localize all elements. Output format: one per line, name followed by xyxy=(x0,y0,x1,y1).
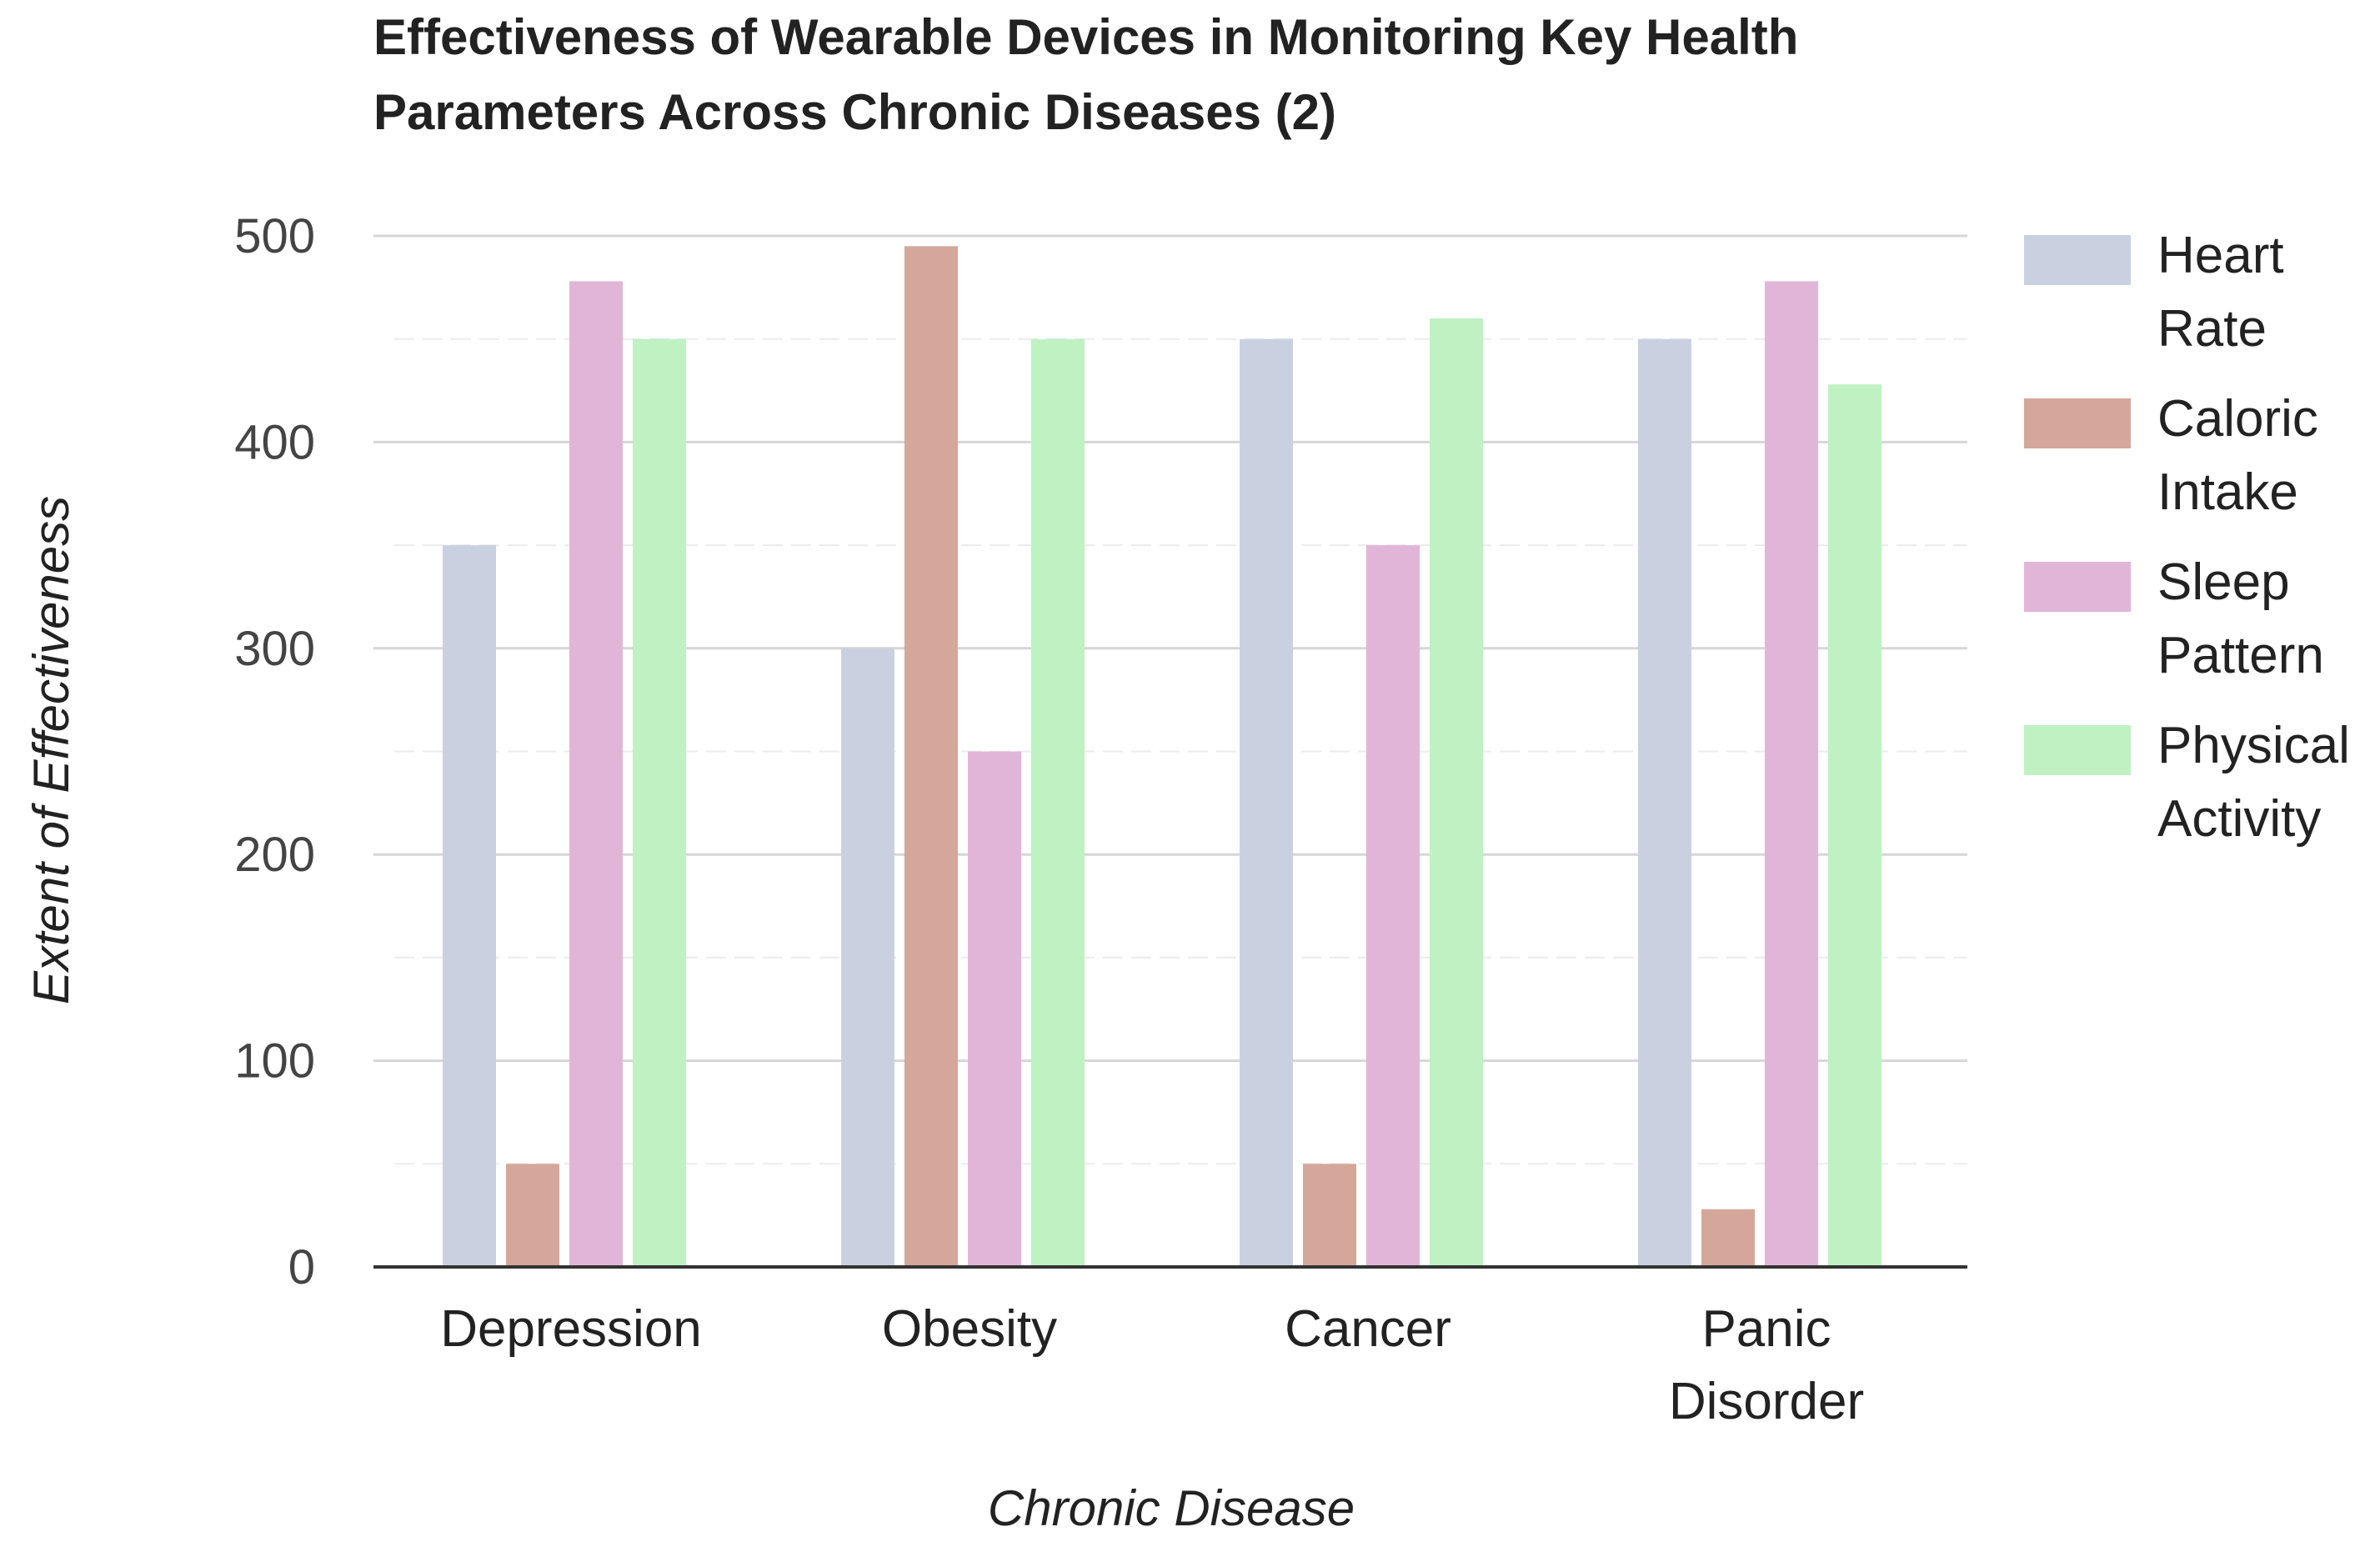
legend-swatch-caloric-intake xyxy=(2024,398,2131,448)
bar-heart-rate-cancer xyxy=(1240,338,1293,1268)
bar-physical-activity-panic-disorder xyxy=(1828,384,1881,1268)
bar-physical-activity-obesity xyxy=(1031,338,1085,1268)
y-tick-label: 300 xyxy=(234,622,315,676)
legend-label-physical-activity: Activity xyxy=(2157,790,2321,848)
legend-label-sleep-pattern: Pattern xyxy=(2157,627,2324,684)
legend-swatch-sleep-pattern xyxy=(2024,562,2131,612)
x-category-label: Panic xyxy=(1701,1300,1831,1358)
y-tick-label: 500 xyxy=(234,209,315,263)
bar-caloric-intake-cancer xyxy=(1303,1164,1356,1267)
y-axis-ticks: 0 100 200 300 400 500 xyxy=(234,209,315,1294)
bar-heart-rate-depression xyxy=(443,545,496,1267)
x-category-label: Obesity xyxy=(882,1300,1057,1358)
bar-sleep-pattern-panic-disorder xyxy=(1765,281,1818,1268)
legend-label-physical-activity: Physical xyxy=(2157,717,2350,774)
y-tick-label: 100 xyxy=(234,1034,315,1089)
bar-heart-rate-obesity xyxy=(841,648,894,1267)
chart-title: Effectiveness of Wearable Devices in Mon… xyxy=(373,9,1798,140)
legend: Heart Rate Caloric Intake Sleep Pattern Physic… xyxy=(2024,227,2350,848)
legend-label-sleep-pattern: Sleep xyxy=(2157,553,2290,611)
bar-sleep-pattern-depression xyxy=(569,281,623,1268)
y-axis-title: Extent of Effectiveness xyxy=(23,496,79,1004)
bars xyxy=(443,246,1881,1268)
bar-caloric-intake-panic-disorder xyxy=(1701,1209,1755,1267)
y-tick-label: 400 xyxy=(234,415,315,469)
legend-label-heart-rate: Heart xyxy=(2157,227,2284,284)
bar-heart-rate-panic-disorder xyxy=(1638,338,1691,1268)
legend-swatch-physical-activity xyxy=(2024,725,2131,775)
bar-sleep-pattern-cancer xyxy=(1366,545,1420,1267)
y-tick-label: 200 xyxy=(234,828,315,882)
x-axis-categories: Depression Obesity Cancer Panic Disorder xyxy=(440,1300,1864,1430)
bar-caloric-intake-depression xyxy=(506,1164,559,1267)
chart-title-line-1: Effectiveness of Wearable Devices in Mon… xyxy=(373,9,1798,65)
x-axis-title: Chronic Disease xyxy=(988,1480,1355,1536)
bar-physical-activity-cancer xyxy=(1430,318,1483,1268)
legend-label-heart-rate: Rate xyxy=(2157,300,2267,358)
x-category-label: Cancer xyxy=(1285,1300,1451,1358)
legend-swatch-heart-rate xyxy=(2024,235,2131,285)
bar-caloric-intake-obesity xyxy=(904,246,958,1267)
x-category-label: Disorder xyxy=(1669,1373,1864,1430)
bar-physical-activity-depression xyxy=(633,338,686,1268)
legend-label-caloric-intake: Caloric xyxy=(2157,390,2318,448)
chart-title-line-2: Parameters Across Chronic Diseases (2) xyxy=(373,84,1336,140)
y-tick-label: 0 xyxy=(288,1240,315,1294)
legend-label-caloric-intake: Intake xyxy=(2157,463,2298,521)
x-category-label: Depression xyxy=(440,1300,702,1358)
bar-sleep-pattern-obesity xyxy=(968,751,1021,1267)
